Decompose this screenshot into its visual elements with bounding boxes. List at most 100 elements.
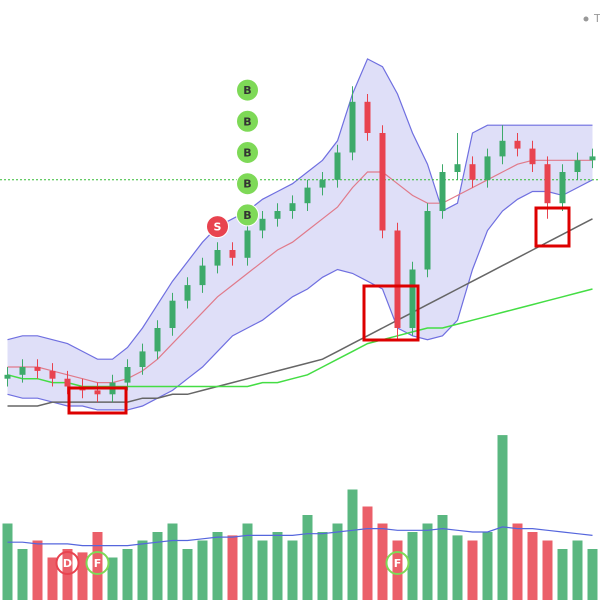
candle-body: [4, 374, 11, 379]
candle-body: [559, 172, 566, 204]
candle-body: [19, 367, 26, 375]
candle-body: [499, 140, 506, 157]
candle-body: [409, 269, 416, 328]
volume-bar: [332, 523, 343, 600]
signal-label: B: [243, 147, 251, 160]
candle-body: [364, 101, 371, 133]
band-fill: [7, 58, 593, 410]
volume-bar: [137, 540, 148, 600]
volume-bar: [482, 532, 493, 600]
signal-marker: [206, 215, 229, 239]
candle-body: [274, 211, 281, 219]
highlight-box: [534, 206, 571, 248]
signal-label: B: [243, 209, 251, 222]
volume-bar: [512, 523, 523, 600]
event-marker: [385, 551, 410, 575]
volume-bar: [152, 532, 163, 600]
volume-bar: [437, 515, 448, 600]
volume-bar: [542, 540, 553, 600]
volume-bar: [557, 549, 568, 600]
volume-bar: [212, 532, 223, 600]
volume-bar: [347, 489, 358, 600]
volume-bar: [497, 435, 508, 600]
volume-bar: [92, 532, 103, 600]
highlight-box: [362, 284, 420, 342]
volume-bar: [317, 532, 328, 600]
signal-label: B: [243, 84, 251, 97]
candle-body: [259, 218, 266, 231]
candle-body: [49, 370, 56, 379]
candle-body: [64, 378, 71, 387]
band-upper: [7, 58, 593, 360]
candle-body: [544, 164, 551, 204]
candle-body: [529, 148, 536, 165]
volume-bar: [197, 540, 208, 600]
legend-label: T: [593, 12, 600, 25]
volume-average: [7, 526, 593, 547]
candle-body: [199, 265, 206, 286]
signal-marker: [236, 78, 259, 102]
candle-body: [589, 156, 596, 161]
volume-bar: [17, 549, 28, 600]
candle-body: [574, 160, 581, 172]
candle-body: [484, 156, 491, 180]
candle-body: [289, 203, 296, 211]
signal-marker: [236, 203, 259, 227]
volume-bar: [407, 532, 418, 600]
volume-bar: [2, 523, 13, 600]
event-label: D: [63, 557, 72, 570]
volume-bar: [32, 540, 43, 600]
signal-label: B: [243, 178, 251, 191]
volume-bar: [377, 523, 388, 600]
signal-marker: [236, 141, 259, 164]
candle-body: [169, 300, 176, 328]
candle-body: [334, 152, 341, 180]
volume-bar: [287, 540, 298, 600]
volume-bar: [167, 523, 178, 600]
signal-label: B: [243, 115, 251, 128]
candle-body: [424, 211, 431, 270]
candle-body: [139, 351, 146, 367]
band-lower: [7, 179, 593, 411]
candle-body: [154, 328, 161, 352]
band-middle: [7, 159, 593, 384]
volume-bar: [452, 535, 463, 600]
candle-body: [244, 230, 251, 258]
candle-body: [184, 285, 191, 301]
volume-bar: [302, 515, 313, 600]
volume-bar: [77, 552, 88, 600]
candle-body: [454, 164, 461, 172]
volume-bar: [467, 540, 478, 600]
volume-bar: [527, 532, 538, 600]
event-label: F: [394, 557, 402, 570]
volume-bar: [272, 532, 283, 600]
volume-bar: [242, 523, 253, 600]
volume-bar: [392, 540, 403, 600]
candle-body: [304, 187, 311, 204]
candle-body: [319, 179, 326, 188]
volume-bar: [107, 557, 118, 600]
event-marker: [85, 551, 110, 575]
candle-body: [469, 164, 476, 180]
volume-bar: [257, 540, 268, 600]
volume-bar: [587, 549, 598, 600]
volume-bar: [422, 523, 433, 600]
moving-average: [7, 218, 593, 407]
volume-bar: [362, 506, 373, 600]
candle-body: [124, 367, 131, 383]
event-label: F: [94, 557, 102, 570]
candle-body: [34, 367, 41, 371]
volume-bar: [227, 535, 238, 600]
candle-body: [379, 133, 386, 231]
candle-body: [349, 101, 356, 153]
legend-dot: [583, 16, 589, 22]
volume-bar: [182, 549, 193, 600]
volume-bar: [572, 540, 583, 600]
candle-body: [214, 250, 221, 266]
candle-body: [229, 250, 236, 258]
plot: B B B B B S D F F: [0, 58, 600, 600]
signal-marker: [236, 172, 259, 196]
signal-label: S: [214, 221, 222, 234]
signal-marker: [236, 109, 259, 133]
